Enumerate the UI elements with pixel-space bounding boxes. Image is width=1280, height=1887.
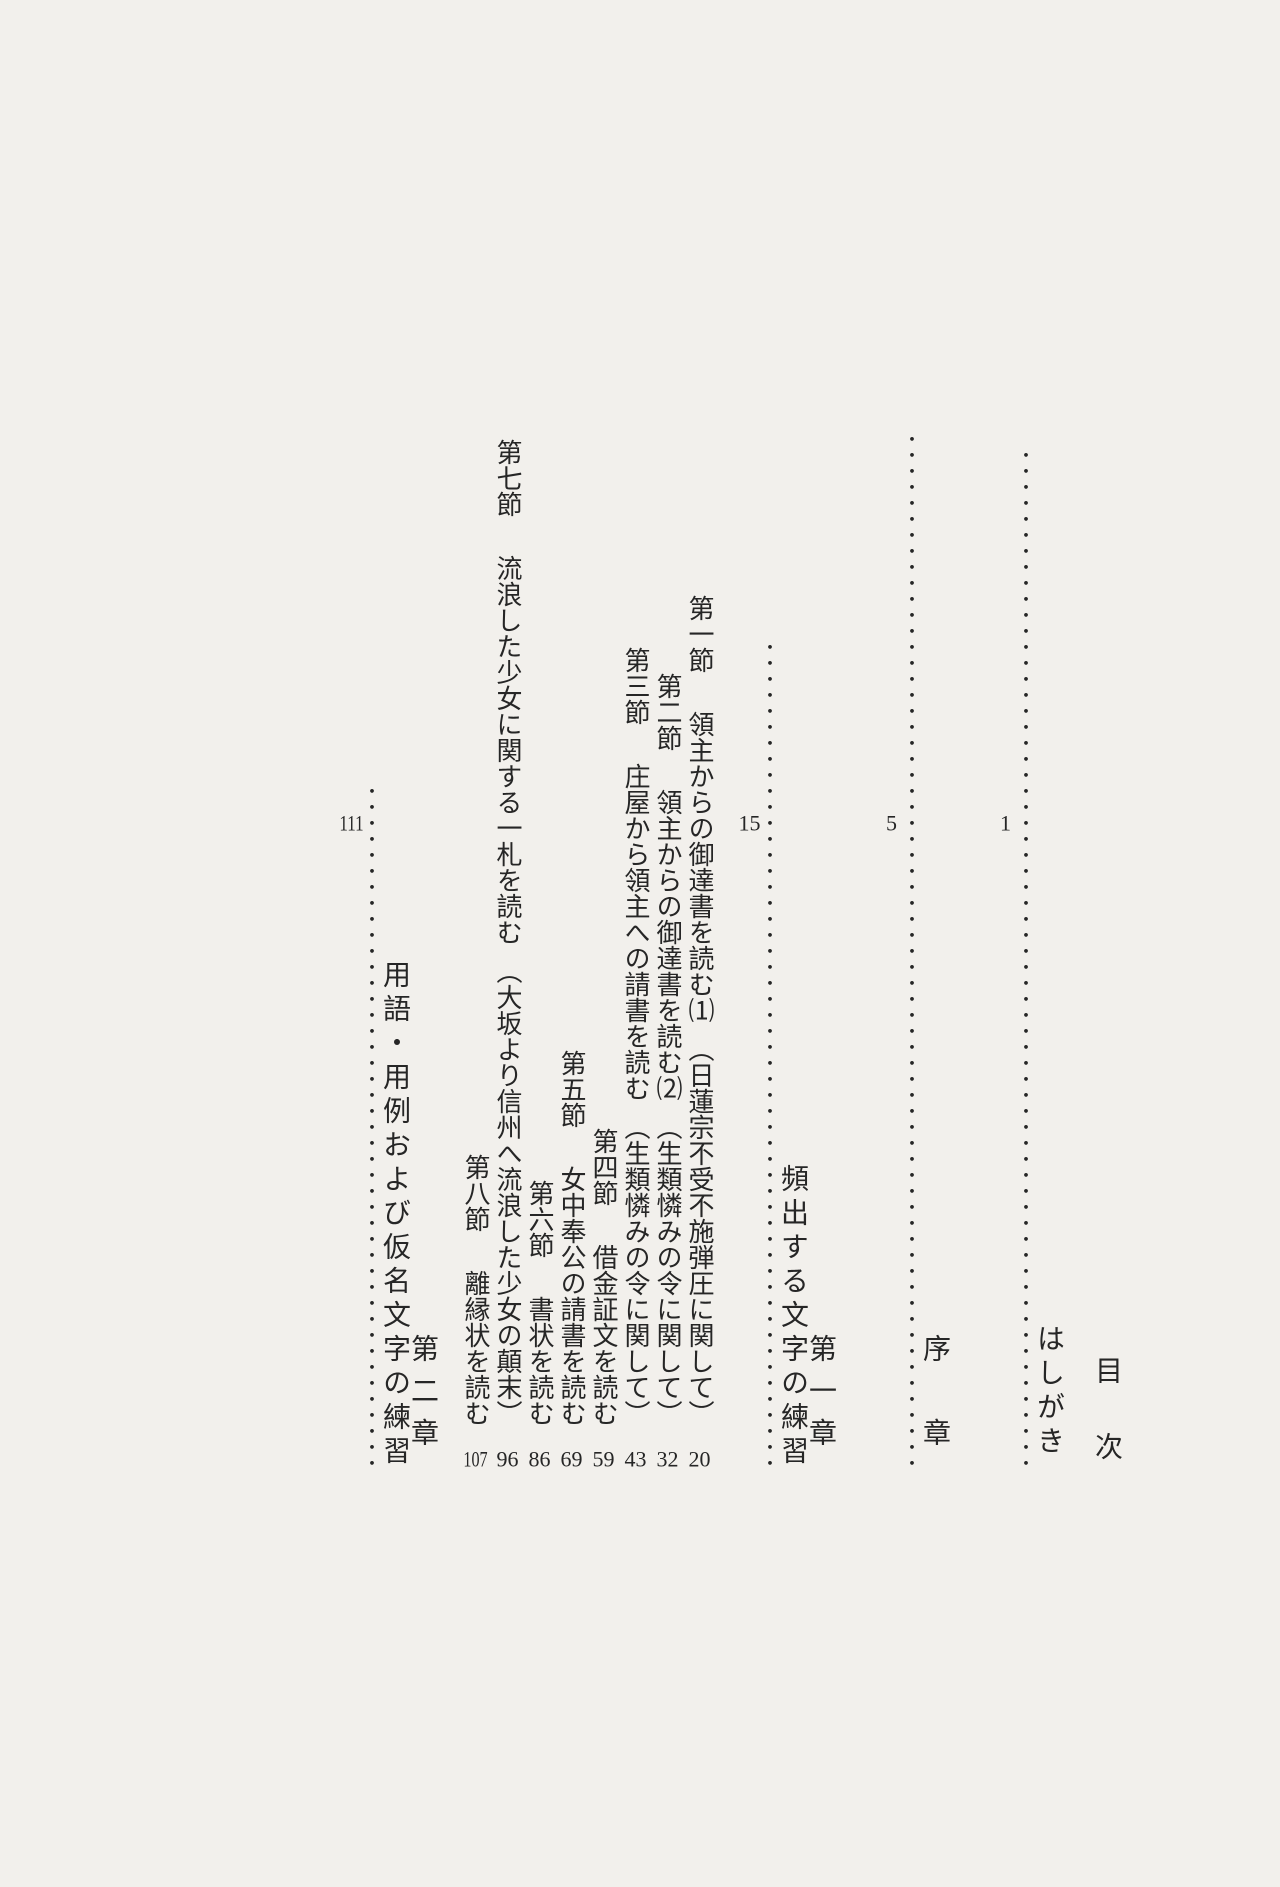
toc-entry: はしがき・・・・・・・・・・・・・・・・・・・・・・・・・・・・・・・・・・・・… bbox=[994, 170, 1062, 1470]
entry-label: 第二章 bbox=[408, 170, 436, 1460]
toc-title-text: 目 次 bbox=[1091, 1356, 1122, 1470]
entry-page-number: 20 bbox=[687, 1448, 712, 1470]
entry-page-number: 15 bbox=[738, 812, 760, 834]
entry-content: 頻出する文字の練習 bbox=[778, 170, 806, 1470]
entry-content: 領主からの御達書を読む⑴ （日蓮宗不受不施弾圧に関して） bbox=[685, 711, 714, 1426]
toc-root: 目 次はしがき・・・・・・・・・・・・・・・・・・・・・・・・・・・・・・・・・… bbox=[130, 170, 1120, 1470]
entry-page-number: 96 bbox=[495, 1448, 520, 1470]
toc-entry: 第六節書状を読む 86 bbox=[526, 170, 552, 1470]
entry-label: 第一節 bbox=[685, 595, 714, 673]
entry-label: 第七節 bbox=[493, 439, 522, 517]
toc-entry: 第三節庄屋から領主への請書を読む （生類憐みの令に関して） 43 bbox=[622, 170, 648, 1470]
toc-entry: 第一節領主からの御達書を読む⑴ （日蓮宗不受不施弾圧に関して） 20 bbox=[686, 170, 712, 1470]
entry-label: 第四節 bbox=[589, 1128, 618, 1206]
entry-content: 流浪した少女に関する一札を読む （大坂より信州へ流浪した少女の顛末） bbox=[493, 555, 522, 1426]
entry-page-number: 43 bbox=[623, 1448, 648, 1470]
toc-title: 目 次 bbox=[1092, 170, 1120, 1470]
entry-label: 第二節 bbox=[653, 673, 682, 751]
entry-page-number: 32 bbox=[655, 1448, 680, 1470]
entry-content: 女中奉公の請書を読む bbox=[557, 1166, 586, 1426]
entry-content: 離縁状を読む bbox=[461, 1270, 490, 1426]
entry-content: 領主からの御達書を読む⑵ （生類憐みの令に関して） bbox=[653, 789, 682, 1426]
entry-page-number: 5 bbox=[880, 812, 902, 834]
entry-label: 第五節 bbox=[557, 1050, 586, 1128]
leader-dots: ・・・・・・・・・・・・・・・・・・・・・・・・・・・・・・・・・・・・・・・・… bbox=[362, 170, 380, 1470]
entry-label: 第八節 bbox=[461, 1154, 490, 1232]
entry-page-number: 1 bbox=[994, 812, 1016, 834]
toc-entry: 第二章用語・用例および仮名文字の練習・・・・・・・・・・・・・・・・・・・・・・… bbox=[340, 170, 436, 1470]
toc-entry: 第五節女中奉公の請書を読む 69 bbox=[558, 170, 584, 1470]
leader-dots: ・・・・・・・・・・・・・・・・・・・・・・・・・・・・・・・・・・・・・・・・… bbox=[760, 170, 778, 1470]
leader-dots: ・・・・・・・・・・・・・・・・・・・・・・・・・・・・・・・・・・・・・・・・… bbox=[1016, 170, 1034, 1470]
entry-page-number: 69 bbox=[559, 1448, 584, 1470]
entry-content: 書状を読む bbox=[525, 1296, 554, 1426]
toc-entry: 第八節離縁状を読む 107 bbox=[462, 170, 488, 1470]
toc-entry: 第一章頻出する文字の練習・・・・・・・・・・・・・・・・・・・・・・・・・・・・… bbox=[738, 170, 834, 1470]
entry-page-number: 107 bbox=[463, 1448, 488, 1470]
toc-entry: 第二節領主からの御達書を読む⑵ （生類憐みの令に関して） 32 bbox=[654, 170, 680, 1470]
leader-dots: ・・・・・・・・・・・・・・・・・・・・・・・・・・・・・・・・・・・・・・・・… bbox=[902, 170, 920, 1470]
entry-page-number: 86 bbox=[527, 1448, 552, 1470]
entry-label: 第六節 bbox=[525, 1180, 554, 1258]
entry-label: はしがき bbox=[1034, 170, 1062, 1460]
entry-label: 序 章 bbox=[920, 170, 948, 1460]
entry-content: 用語・用例および仮名文字の練習 bbox=[380, 170, 408, 1470]
entry-content: 借金証文を読む bbox=[589, 1244, 618, 1426]
entry-label: 第一章 bbox=[806, 170, 834, 1460]
toc-entry: 序 章・・・・・・・・・・・・・・・・・・・・・・・・・・・・・・・・・・・・・… bbox=[880, 170, 948, 1470]
toc-entry: 第七節流浪した少女に関する一札を読む （大坂より信州へ流浪した少女の顛末） 96 bbox=[494, 170, 520, 1470]
toc-entry: 第四節借金証文を読む 59 bbox=[590, 170, 616, 1470]
entry-content: 庄屋から領主への請書を読む （生類憐みの令に関して） bbox=[621, 763, 650, 1426]
entry-page-number: 111 bbox=[340, 812, 362, 834]
entry-label: 第三節 bbox=[621, 647, 650, 725]
entry-page-number: 59 bbox=[591, 1448, 616, 1470]
